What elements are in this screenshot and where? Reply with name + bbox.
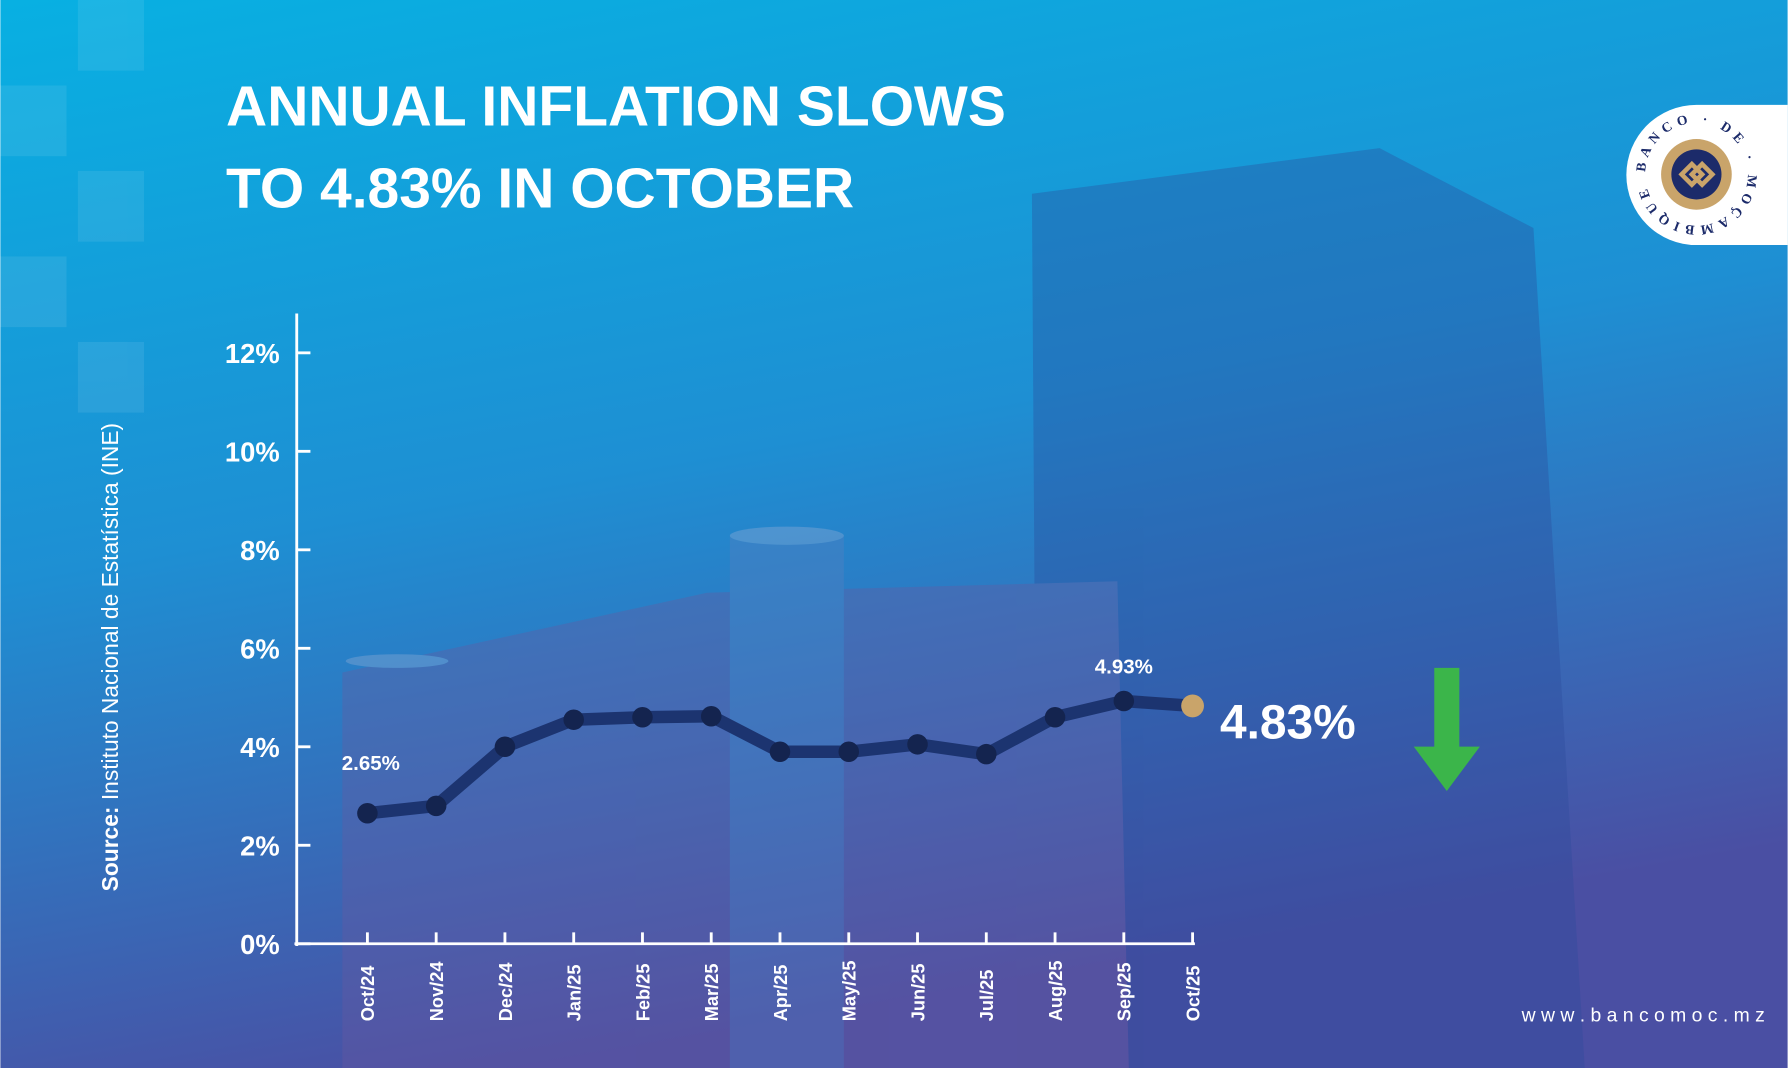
logo: BANCO · DE · MOÇAMBIQUE xyxy=(1626,104,1788,246)
data-point xyxy=(494,736,516,758)
data-point xyxy=(1181,694,1204,718)
data-point xyxy=(1113,690,1135,712)
x-tick-label: Mar/25 xyxy=(701,964,722,1022)
y-tick-label: 6% xyxy=(240,634,280,665)
y-tick-label: 10% xyxy=(225,437,280,468)
y-tick-label: 12% xyxy=(225,338,280,369)
data-point xyxy=(907,734,928,755)
source-note: Source: Instituto Nacional de Estatístic… xyxy=(97,423,123,891)
x-tick-label: Sep/25 xyxy=(1114,963,1135,1022)
x-tick-label: Feb/25 xyxy=(632,964,653,1022)
title-line-1: ANNUAL INFLATION SLOWS xyxy=(226,74,1006,138)
y-tick-label: 8% xyxy=(240,535,280,566)
highlight-value: 4.83% xyxy=(1220,697,1356,750)
x-tick-label: Oct/24 xyxy=(357,965,378,1022)
data-point xyxy=(838,741,860,762)
data-point xyxy=(425,795,447,817)
y-tick-label: 2% xyxy=(240,831,280,862)
data-point xyxy=(632,706,653,728)
data-point xyxy=(769,741,791,762)
title-line-2: TO 4.83% IN OCTOBER xyxy=(226,156,854,220)
building-background xyxy=(342,148,1585,1068)
x-tick-label: Nov/24 xyxy=(426,961,447,1022)
x-tick-label: Jul/25 xyxy=(976,970,997,1022)
x-tick-label: Oct/25 xyxy=(1182,966,1203,1022)
data-point xyxy=(1044,706,1066,728)
x-tick-label: Jan/25 xyxy=(564,965,585,1022)
data-point xyxy=(976,743,997,765)
x-tick-label: Dec/24 xyxy=(495,962,516,1022)
data-point xyxy=(563,709,584,730)
down-arrow-icon xyxy=(1413,667,1480,792)
data-point xyxy=(357,803,378,824)
x-tick-label: Apr/25 xyxy=(770,965,791,1022)
data-point xyxy=(700,705,722,727)
decorative-squares xyxy=(0,0,145,413)
data-label: 2.65% xyxy=(342,752,400,775)
website-link[interactable]: w w w . b a n c o m o c . m z xyxy=(1521,1004,1765,1026)
x-tick-label: May/25 xyxy=(839,960,860,1021)
x-tick-label: Jun/25 xyxy=(907,964,928,1022)
data-label: 4.93% xyxy=(1095,656,1153,679)
line-chart: 0% 2% 4% 6% 8% 10% 12% Oct/24 Nov/24 Dec/24 Jan/2… xyxy=(225,313,1204,1021)
y-tick-label: 4% xyxy=(240,732,280,763)
y-tick-label: 0% xyxy=(240,929,280,960)
x-tick-label: Aug/25 xyxy=(1045,961,1066,1022)
